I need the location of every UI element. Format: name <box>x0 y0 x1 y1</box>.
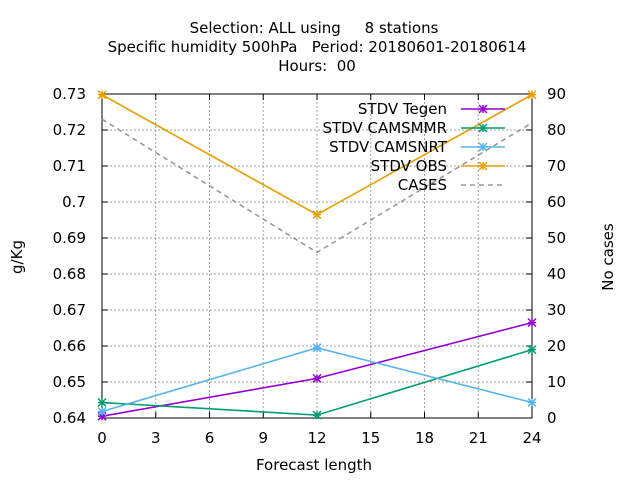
title-line-1: Selection: ALL using 8 stations <box>190 19 439 37</box>
x-tick-label: 18 <box>415 429 434 447</box>
y-tick-label: 0.73 <box>53 85 86 103</box>
y2-tick-label: 10 <box>547 373 566 391</box>
data-point-stdv-obs <box>97 90 107 100</box>
x-tick-label: 12 <box>307 429 326 447</box>
data-point-stdv-obs <box>312 210 322 220</box>
data-point-stdv-tegen <box>527 318 537 328</box>
y-tick-label: 0.66 <box>53 337 86 355</box>
y-tick-label: 0.67 <box>53 301 86 319</box>
y-tick-label: 0.65 <box>53 373 86 391</box>
gridlines <box>102 94 532 418</box>
y-axis-label: g/Kg <box>8 240 26 274</box>
y-tick-label: 0.72 <box>53 121 86 139</box>
legend-label-stdv-camsnrt: STDV CAMSNRT <box>329 138 448 156</box>
y2-axis-label: No cases <box>599 223 617 291</box>
data-point-stdv-camsmmr <box>97 397 107 408</box>
series-lines <box>97 90 537 421</box>
x-tick-label: 24 <box>522 429 541 447</box>
x-tick-label: 6 <box>205 429 215 447</box>
y-tick-label: 0.69 <box>53 229 86 247</box>
y2-tick-label: 60 <box>547 193 566 211</box>
chart-title: Selection: ALL using 8 stations Specific… <box>108 19 527 75</box>
legend-label-stdv-tegen: STDV Tegen <box>358 100 447 118</box>
x-axis-label: Forecast length <box>256 456 372 474</box>
data-point-stdv-camsmmr <box>312 410 322 420</box>
data-point-stdv-obs <box>527 90 537 100</box>
x-tick-label: 21 <box>469 429 488 447</box>
legend-label-stdv-camsmmr: STDV CAMSMMR <box>322 119 447 137</box>
title-line-3: Hours: 00 <box>278 57 356 75</box>
data-point-stdv-tegen <box>312 373 322 383</box>
legend-marker-stdv-obs <box>478 161 488 171</box>
series-line-cases <box>101 118 533 254</box>
data-point-stdv-camsnrt <box>97 406 107 417</box>
y2-tick-label: 40 <box>547 265 566 283</box>
x-tick-label: 3 <box>151 429 161 447</box>
x-tick-label: 15 <box>361 429 380 447</box>
y-tick-label: 0.68 <box>53 265 86 283</box>
y-tick-label: 0.7 <box>62 193 86 211</box>
y2-tick-label: 90 <box>547 85 566 103</box>
title-line-2: Specific humidity 500hPa Period: 2018060… <box>108 38 527 56</box>
x-tick-label: 0 <box>97 429 107 447</box>
legend-marker-stdv-tegen <box>478 104 488 114</box>
y2-tick-label: 20 <box>547 337 566 355</box>
axis-ticks: 0 3 6 9 12 15 18 21 24 0.64 0.65 0.66 0.67 0.68 0.69 0.… <box>53 85 567 447</box>
data-point-stdv-camsmmr <box>527 345 537 355</box>
y-tick-label: 0.64 <box>53 409 86 427</box>
legend-label-cases: CASES <box>398 176 447 194</box>
y2-tick-label: 80 <box>547 121 566 139</box>
y2-tick-label: 50 <box>547 229 566 247</box>
data-point-stdv-camsnrt <box>312 343 322 353</box>
legend-label-stdv-obs: STDV OBS <box>371 157 447 175</box>
y2-tick-label: 30 <box>547 301 566 319</box>
y-tick-label: 0.71 <box>53 157 86 175</box>
legend-marker-stdv-camsnrt <box>478 142 488 152</box>
data-point-stdv-camsnrt <box>527 397 537 408</box>
x-tick-label: 9 <box>258 429 268 447</box>
y2-tick-label: 0 <box>547 409 557 427</box>
legend-marker-stdv-camsmmr <box>478 123 488 133</box>
y2-tick-label: 70 <box>547 157 566 175</box>
